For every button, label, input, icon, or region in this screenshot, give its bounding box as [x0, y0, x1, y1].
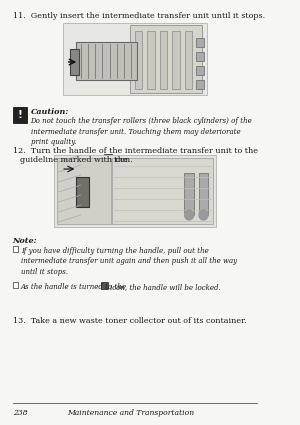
Text: !: ! — [17, 110, 22, 120]
Text: 13.  Take a new waste toner collector out of its container.: 13. Take a new waste toner collector out… — [13, 317, 246, 325]
Bar — [104, 154, 112, 162]
Text: Maintenance and Transportation: Maintenance and Transportation — [68, 409, 194, 417]
Bar — [130, 25, 202, 93]
Bar — [196, 80, 204, 89]
Circle shape — [199, 210, 208, 220]
Bar — [184, 173, 194, 215]
Bar — [70, 49, 79, 75]
Text: icon.: icon. — [114, 156, 134, 164]
Bar — [13, 246, 18, 252]
Bar — [185, 31, 192, 89]
Text: 238: 238 — [13, 409, 27, 417]
Text: 12.  Turn the handle of the intermediate transfer unit to the: 12. Turn the handle of the intermediate … — [13, 147, 258, 155]
Bar — [199, 173, 208, 215]
Bar — [196, 66, 204, 75]
Bar — [147, 31, 155, 89]
Bar — [100, 282, 108, 289]
Bar — [160, 31, 167, 89]
Text: Do not touch the transfer rollers (three black cylinders) of the
intermediate tr: Do not touch the transfer rollers (three… — [31, 117, 252, 146]
Bar — [76, 177, 89, 207]
Text: Note:: Note: — [13, 237, 37, 245]
Bar — [13, 107, 27, 123]
Bar — [196, 38, 204, 47]
Bar — [13, 282, 18, 288]
Text: Caution:: Caution: — [31, 108, 69, 116]
Text: icon, the handle will be locked.: icon, the handle will be locked. — [110, 283, 220, 291]
Bar — [135, 31, 142, 89]
Bar — [57, 158, 110, 224]
Text: As the handle is turned to the: As the handle is turned to the — [21, 283, 127, 291]
Bar — [63, 23, 207, 95]
Bar — [112, 158, 213, 224]
Text: guideline marked with the: guideline marked with the — [20, 156, 127, 164]
Circle shape — [184, 210, 194, 220]
Bar — [76, 42, 137, 80]
Bar — [172, 31, 180, 89]
Bar — [54, 155, 216, 227]
Text: If you have difficulty turning the handle, pull out the
intermediate transfer un: If you have difficulty turning the handl… — [21, 247, 237, 276]
Bar — [196, 52, 204, 61]
Text: 11.  Gently insert the intermediate transfer unit until it stops.: 11. Gently insert the intermediate trans… — [13, 12, 265, 20]
